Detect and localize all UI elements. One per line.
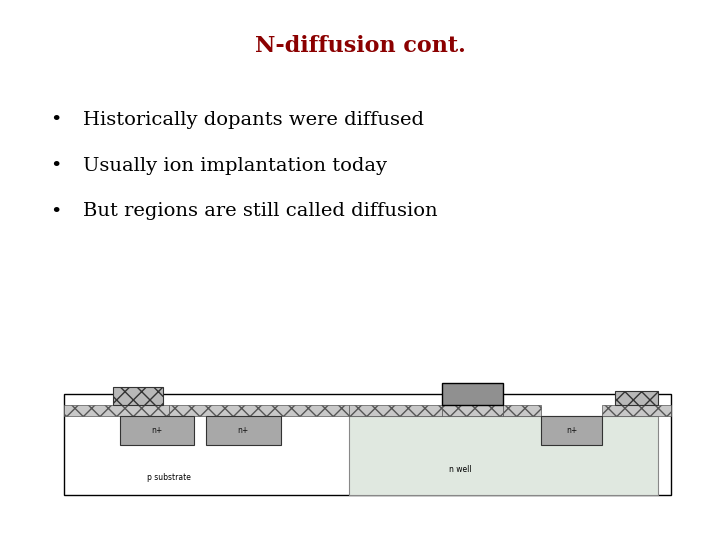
Text: •: • <box>50 202 62 220</box>
Bar <box>169 405 348 416</box>
Text: n+: n+ <box>238 426 249 435</box>
Text: But regions are still called diffusion: But regions are still called diffusion <box>83 202 438 220</box>
Text: n+: n+ <box>566 426 577 435</box>
Bar <box>348 405 441 416</box>
Bar <box>64 405 169 416</box>
Text: Usually ion implantation today: Usually ion implantation today <box>83 157 387 174</box>
Bar <box>541 416 603 444</box>
Bar <box>120 416 194 444</box>
Bar <box>64 394 670 495</box>
Text: p substrate: p substrate <box>147 472 191 482</box>
Text: n+: n+ <box>151 426 162 435</box>
Bar <box>113 387 163 405</box>
Text: N-diffusion cont.: N-diffusion cont. <box>255 35 465 57</box>
Text: n well: n well <box>449 465 472 474</box>
Bar <box>503 405 541 416</box>
Bar <box>615 390 658 405</box>
Bar <box>441 405 503 416</box>
Text: •: • <box>50 111 62 129</box>
Bar <box>441 383 503 405</box>
Text: •: • <box>50 157 62 174</box>
Bar <box>348 416 658 495</box>
Text: Historically dopants were diffused: Historically dopants were diffused <box>83 111 424 129</box>
Bar <box>603 405 670 416</box>
Bar <box>206 416 281 444</box>
